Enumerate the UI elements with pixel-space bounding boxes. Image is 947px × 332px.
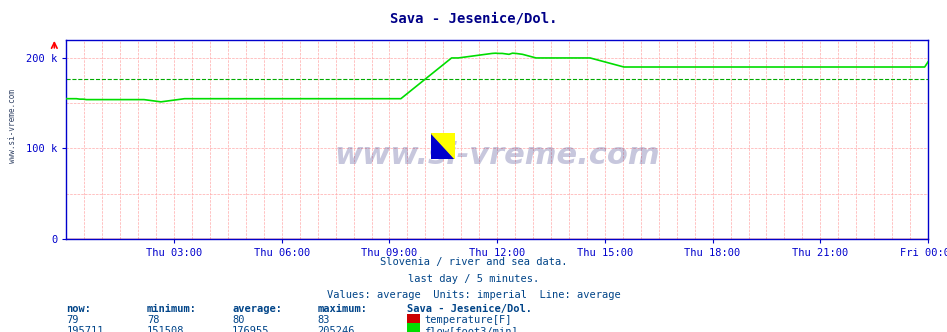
Text: Sava - Jesenice/Dol.: Sava - Jesenice/Dol. <box>407 304 532 314</box>
Text: maximum:: maximum: <box>317 304 367 314</box>
Text: Slovenia / river and sea data.: Slovenia / river and sea data. <box>380 257 567 267</box>
Text: 78: 78 <box>147 315 159 325</box>
Polygon shape <box>431 133 455 159</box>
Text: now:: now: <box>66 304 91 314</box>
Text: 80: 80 <box>232 315 244 325</box>
Text: 205246: 205246 <box>317 326 355 332</box>
Text: 195711: 195711 <box>66 326 104 332</box>
Text: Sava - Jesenice/Dol.: Sava - Jesenice/Dol. <box>390 12 557 26</box>
Text: temperature[F]: temperature[F] <box>424 315 511 325</box>
Text: minimum:: minimum: <box>147 304 197 314</box>
Text: www.si-vreme.com: www.si-vreme.com <box>8 89 17 163</box>
Text: average:: average: <box>232 304 282 314</box>
Text: www.si-vreme.com: www.si-vreme.com <box>334 141 660 170</box>
Polygon shape <box>431 133 455 159</box>
Text: Values: average  Units: imperial  Line: average: Values: average Units: imperial Line: av… <box>327 290 620 300</box>
Text: 79: 79 <box>66 315 79 325</box>
Text: flow[foot3/min]: flow[foot3/min] <box>424 326 518 332</box>
Text: 83: 83 <box>317 315 330 325</box>
Text: last day / 5 minutes.: last day / 5 minutes. <box>408 274 539 284</box>
Text: 151508: 151508 <box>147 326 185 332</box>
Text: 176955: 176955 <box>232 326 270 332</box>
